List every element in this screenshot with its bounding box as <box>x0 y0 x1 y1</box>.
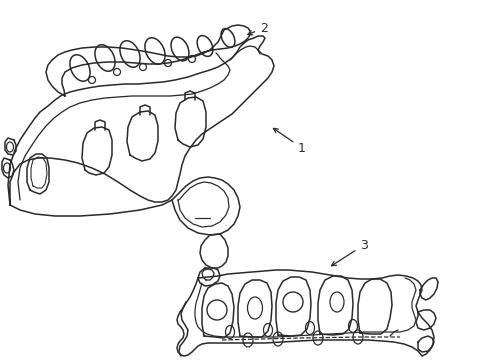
Text: 1: 1 <box>273 129 305 154</box>
Text: 2: 2 <box>247 22 267 35</box>
Text: 3: 3 <box>331 239 367 266</box>
